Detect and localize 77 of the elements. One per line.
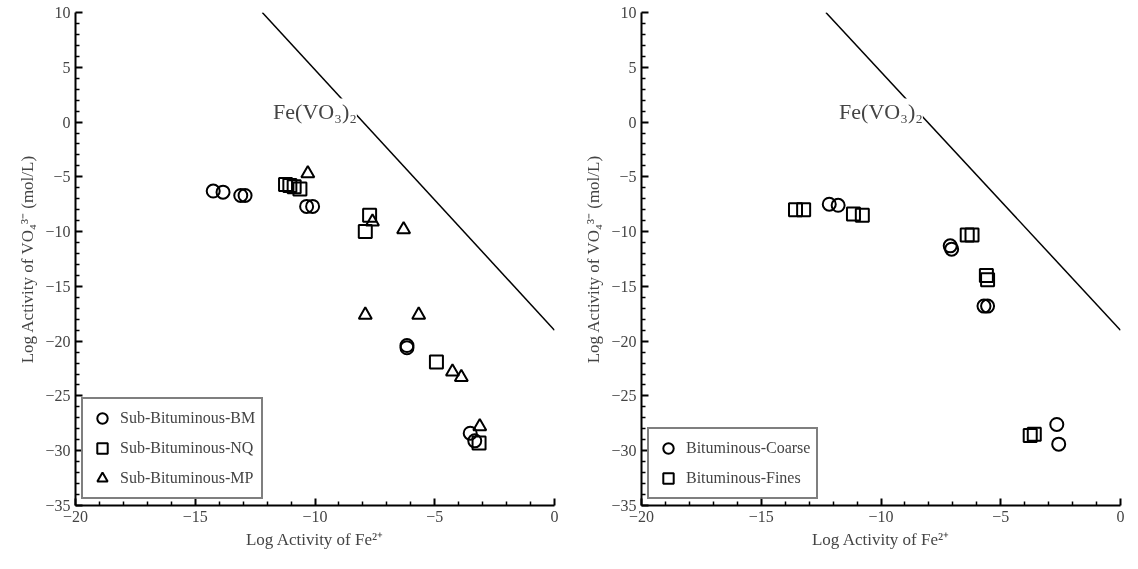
point <box>444 363 460 377</box>
annotation: Fe(VO₃)₂ <box>839 98 923 124</box>
legend-label: Bituminous-Fines <box>686 469 801 487</box>
annotation: Fe(VO₃)₂ <box>273 98 357 124</box>
y-tick-label: −25 <box>45 387 71 405</box>
legend-label: Bituminous-Coarse <box>686 439 811 457</box>
point <box>1051 436 1067 452</box>
point <box>300 165 316 179</box>
point <box>788 202 803 218</box>
x-tick-label: 0 <box>1116 507 1125 525</box>
point <box>467 433 483 449</box>
y-tick-label: −30 <box>45 442 71 460</box>
point <box>1022 427 1038 443</box>
y-tick-label: −15 <box>611 277 637 295</box>
point <box>278 177 294 192</box>
point <box>854 207 870 223</box>
point <box>980 272 996 288</box>
point <box>1049 416 1065 432</box>
point <box>978 267 994 283</box>
y-tick-label: 5 <box>62 58 71 76</box>
point <box>471 435 487 451</box>
y-tick-label: 5 <box>628 58 637 76</box>
x-tick-label: 0 <box>550 507 559 525</box>
point <box>821 196 837 212</box>
point <box>472 418 488 432</box>
x-tick-label: −10 <box>302 507 328 525</box>
x-tick-label: −15 <box>182 507 208 525</box>
point <box>205 183 221 199</box>
y-tick-label: 10 <box>620 4 637 21</box>
point <box>976 298 992 314</box>
point <box>453 368 469 383</box>
x-tick-label: −5 <box>426 507 444 525</box>
y-tick-label: −5 <box>619 168 637 186</box>
point <box>357 224 373 240</box>
legend-label: Sub-Bituminous-BM <box>120 409 256 427</box>
y-tick-label: 10 <box>54 4 71 21</box>
point <box>1026 426 1042 442</box>
point <box>282 178 298 194</box>
point <box>980 298 996 314</box>
point <box>796 202 812 218</box>
y-tick-label: −10 <box>611 223 637 241</box>
x-tick-label: −5 <box>992 507 1010 525</box>
point <box>964 227 980 243</box>
x-tick-label: −10 <box>868 507 894 525</box>
point <box>299 198 315 214</box>
point <box>396 220 412 235</box>
y-tick-label: 0 <box>62 113 71 131</box>
point <box>233 187 249 203</box>
y-tick-label: −10 <box>45 223 71 241</box>
legend-label: Sub-Bituminous-MP <box>120 469 254 487</box>
point <box>462 425 478 441</box>
point <box>357 306 373 320</box>
point <box>845 206 861 222</box>
point <box>215 184 231 200</box>
y-tick-label: −20 <box>45 332 71 350</box>
y-tick-label: 0 <box>628 113 637 131</box>
point <box>292 181 308 197</box>
legend-label: Sub-Bituminous-NQ <box>120 439 254 457</box>
point <box>428 354 444 370</box>
y-tick-label: −15 <box>45 277 71 295</box>
point <box>305 198 321 214</box>
y-tick-label: −30 <box>611 442 637 460</box>
point <box>237 187 253 203</box>
y-tick-label: −25 <box>611 387 637 405</box>
point <box>830 197 846 213</box>
y-tick-label: −20 <box>611 332 637 350</box>
y-tick-label: −5 <box>53 168 71 186</box>
point <box>364 213 380 227</box>
point <box>411 306 427 320</box>
point <box>286 179 302 195</box>
x-axis-title: Log Activity of Fe²⁺ <box>245 529 384 549</box>
x-tick-label: −15 <box>748 507 774 525</box>
point <box>362 207 378 223</box>
y-axis-title: Log Activity of VO₄³⁻ (mol/L) <box>584 155 604 364</box>
x-axis-title: Log Activity of Fe²⁺ <box>811 529 950 549</box>
y-axis-title: Log Activity of VO₄³⁻ (mol/L) <box>18 155 38 364</box>
point <box>959 227 975 243</box>
